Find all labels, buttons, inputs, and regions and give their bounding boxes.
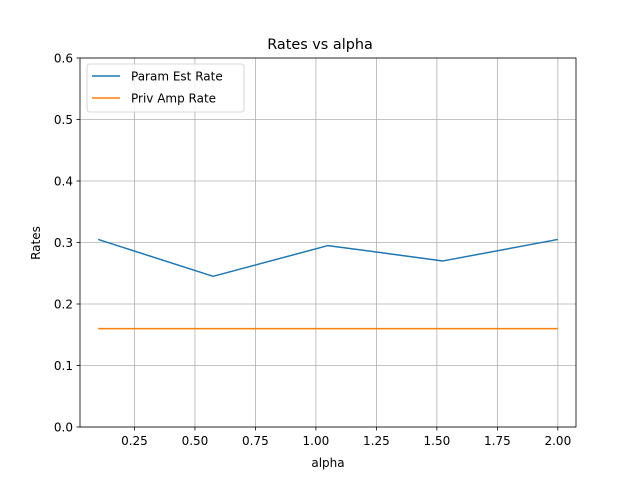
x-tick-label: 2.00 xyxy=(544,434,571,448)
x-axis-label: alpha xyxy=(311,456,344,470)
x-tick-label: 1.25 xyxy=(363,434,390,448)
legend-label: Param Est Rate xyxy=(131,70,223,84)
series-line-1 xyxy=(97,238,558,278)
y-tick-label: 0.6 xyxy=(54,52,73,66)
y-tick-label: 0.1 xyxy=(54,359,73,373)
x-tick-label: 0.25 xyxy=(121,434,148,448)
y-tick-label: 0.0 xyxy=(54,421,73,435)
x-tick-label: 0.50 xyxy=(182,434,209,448)
x-tick-label: 1.50 xyxy=(424,434,451,448)
y-tick-label: 0.4 xyxy=(54,175,73,189)
x-tick-label: 0.75 xyxy=(242,434,269,448)
y-tick-label: 0.3 xyxy=(54,236,73,250)
legend-label: Priv Amp Rate xyxy=(131,92,216,106)
x-tick-label: 1.75 xyxy=(484,434,511,448)
x-tick-label: 1.00 xyxy=(303,434,330,448)
y-axis-ticks: 0.0 0.1 0.2 0.3 0.4 0.5 0.6 xyxy=(54,52,80,435)
y-tick-label: 0.2 xyxy=(54,298,73,312)
y-axis-label: Rates xyxy=(29,226,43,260)
y-tick-label: 0.5 xyxy=(54,113,73,127)
legend: Param Est Rate Priv Amp Rate xyxy=(86,63,245,113)
legend-box xyxy=(86,63,245,113)
plot-series xyxy=(97,238,558,330)
chart-title: Rates vs alpha xyxy=(267,37,373,53)
x-axis-ticks: 0.25 0.50 0.75 1.00 1.25 1.50 1.75 2.00 xyxy=(121,427,571,448)
